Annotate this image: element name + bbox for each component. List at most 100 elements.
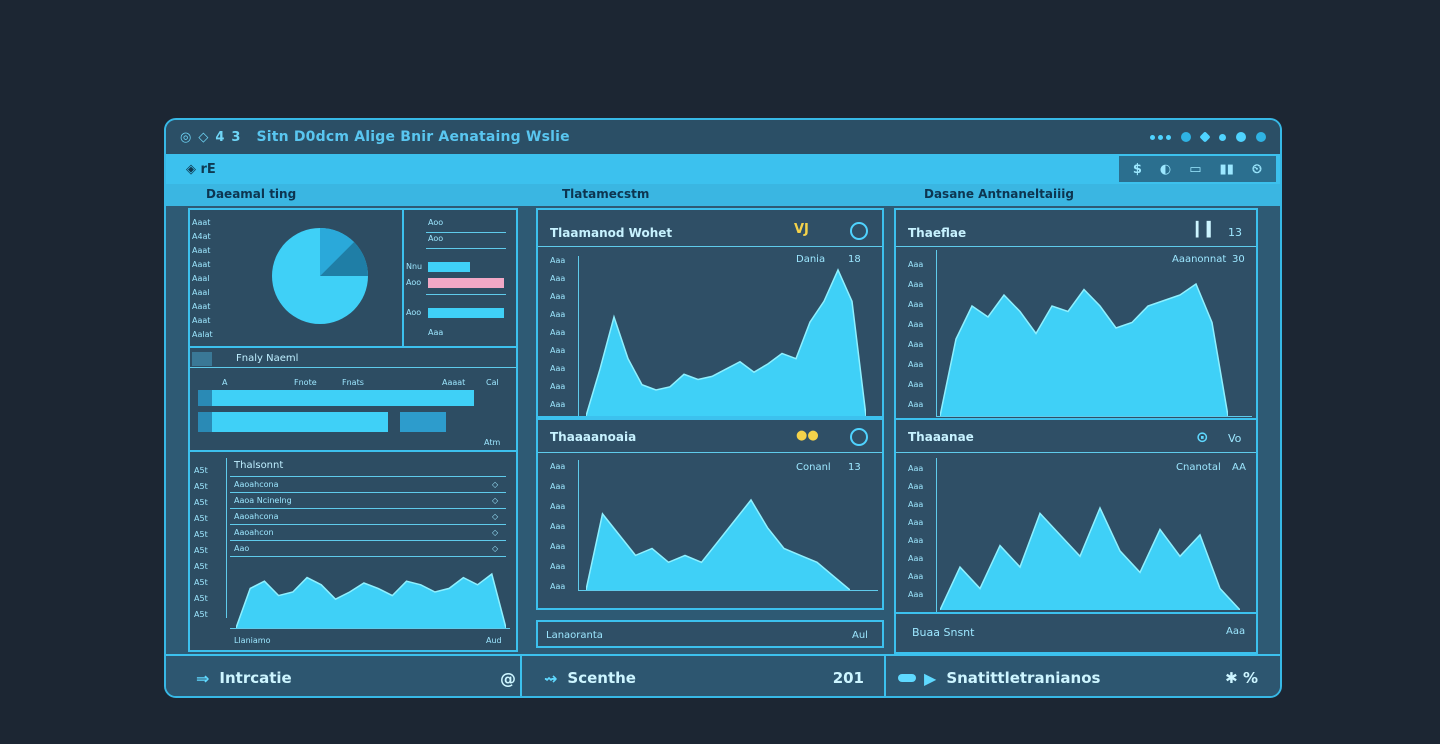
- row-divider: [230, 556, 506, 557]
- y-tick: Aaa: [550, 522, 566, 531]
- y-tick: Aaa: [908, 572, 924, 581]
- bar-label: Aoo: [428, 234, 444, 243]
- dashboard-window: ◎ ◇ 4 3 Sitn D0dcm Alige Bnir Aenataing …: [164, 118, 1282, 698]
- row-divider: [426, 232, 506, 233]
- table-row[interactable]: Aao: [234, 544, 250, 553]
- header-value: Vo: [1228, 432, 1242, 445]
- right-area-chart-2: [940, 506, 1240, 610]
- row-divider: [230, 492, 506, 493]
- y-tick: Aaa: [908, 464, 924, 473]
- table-axis: [226, 458, 227, 618]
- y-tick: A5t: [194, 610, 208, 619]
- bottom-seg-scenario[interactable]: ⇝ Scenthe 201: [544, 656, 864, 696]
- pie-chart: [272, 227, 369, 324]
- legend-item: Aalat: [192, 330, 213, 339]
- row-divider: [426, 248, 506, 249]
- pie-slice: [320, 227, 354, 276]
- bar-legend: Aoo Aoo Aaa Nnu Aoo Aoo: [404, 210, 516, 346]
- table-title: Thalsonnt: [234, 460, 284, 471]
- bottom-separator: [520, 656, 522, 696]
- circle-icon[interactable]: [1236, 132, 1246, 142]
- toolbar-icon-group: $ ◐ ▭ ▮▮ ⏲: [1118, 156, 1276, 182]
- bottom-separator: [884, 656, 886, 696]
- titlebar-number: 3: [231, 129, 241, 145]
- y-tick: Aaa: [908, 500, 924, 509]
- table-row[interactable]: Aaoa Ncinelng: [234, 496, 292, 505]
- row-action-icon[interactable]: ◇: [492, 480, 499, 489]
- table-row[interactable]: Aaoahcona: [234, 512, 279, 521]
- series-line: [586, 498, 850, 590]
- column-header: Cal: [486, 378, 499, 387]
- target-icon[interactable]: ⊙: [1196, 428, 1209, 446]
- y-tick: Aaa: [908, 280, 924, 289]
- column-header: Fnats: [342, 378, 364, 387]
- chart-icon[interactable]: ▮▮: [1219, 161, 1234, 177]
- chart-title: Thaaaanoaia: [550, 430, 637, 444]
- y-tick: A5t: [194, 562, 208, 571]
- circle-icon[interactable]: [1181, 132, 1191, 142]
- chart-badge[interactable]: VJ: [794, 222, 809, 237]
- more-dots-icon[interactable]: [1150, 134, 1171, 140]
- toolbar: ◈ rE $ ◐ ▭ ▮▮ ⏲: [166, 154, 1280, 184]
- scenario-value: 201: [832, 669, 864, 687]
- at-icon[interactable]: @: [500, 668, 516, 688]
- y-tick: Aaa: [550, 582, 566, 591]
- legend-label: Aaanonnat: [1172, 254, 1227, 265]
- y-tick: Aaa: [908, 536, 924, 545]
- legend-value: 30: [1232, 254, 1245, 265]
- legend-item: Aaal: [192, 274, 210, 283]
- chart-baseline: [230, 628, 510, 629]
- settings-percent-icon[interactable]: ✱ %: [1225, 669, 1258, 687]
- column-header: Fnote: [294, 378, 317, 387]
- titlebar-left-icons: ◎ ◇ 4 3: [180, 130, 240, 145]
- refresh-icon[interactable]: [850, 222, 868, 240]
- chart-title: Thaaanae: [908, 430, 974, 444]
- y-tick: A5t: [194, 514, 208, 523]
- middle-chart-panel-1: Tlaamanod Wohet VJ Dania 18 Aaa Aaa Aaa …: [536, 208, 884, 418]
- refresh-icon[interactable]: ◐: [1159, 161, 1172, 177]
- row-action-icon[interactable]: ◇: [492, 544, 499, 553]
- mid-bar-1: [198, 390, 474, 406]
- y-axis-line: [936, 458, 937, 612]
- row-action-icon[interactable]: ◇: [492, 496, 499, 505]
- legend-item: Aaat: [192, 246, 211, 255]
- dollar-icon[interactable]: $: [1132, 161, 1142, 177]
- y-tick: A5t: [194, 498, 208, 507]
- toolbar-logo[interactable]: ◈ rE: [186, 161, 216, 177]
- circle-icon[interactable]: [1219, 133, 1226, 141]
- legend-value: 13: [848, 462, 861, 473]
- clock-icon[interactable]: ⏲: [1251, 161, 1262, 177]
- circle-icon[interactable]: [1256, 132, 1266, 142]
- area-series: [940, 508, 1240, 610]
- y-tick: A5t: [194, 546, 208, 555]
- y-axis-ticks: Aaa Aaa Aaa Aaa Aaa Aaa Aaa Aaa Aaa: [550, 256, 580, 416]
- app-logo-icon[interactable]: ◎: [180, 129, 192, 145]
- diamond-icon[interactable]: [1199, 131, 1211, 143]
- series-line: [236, 572, 506, 628]
- toggle-icon[interactable]: [898, 674, 916, 682]
- mid-bar-2: [198, 412, 388, 432]
- chart-header-icon[interactable]: ▎▍: [1196, 222, 1218, 238]
- bottom-seg-statistics[interactable]: ▶ Snatittletranianos ✱ %: [898, 656, 1258, 696]
- table-row[interactable]: Aaoahcona: [234, 480, 279, 489]
- row-action-icon[interactable]: ◇: [492, 512, 499, 521]
- bottom-seg-interface[interactable]: ⇒ Intrcatie @: [196, 656, 516, 696]
- play-icon[interactable]: ▶: [924, 668, 937, 688]
- legend-value: AA: [1232, 462, 1246, 473]
- y-tick: A5t: [194, 482, 208, 491]
- y-tick: Aaa: [908, 340, 924, 349]
- y-tick: A5t: [194, 594, 208, 603]
- chart-badge[interactable]: ●●: [796, 428, 819, 443]
- table-row[interactable]: Aaoahcon: [234, 528, 274, 537]
- series-line: [940, 282, 1228, 416]
- info-icon[interactable]: [850, 428, 868, 446]
- middle-area-chart-1: [586, 268, 866, 416]
- middle-area-chart-2: [586, 498, 850, 590]
- y-tick: Aaa: [550, 292, 566, 301]
- window-icon[interactable]: ▭: [1189, 161, 1202, 177]
- settings-icon[interactable]: ◇: [198, 129, 209, 145]
- row-action-icon[interactable]: ◇: [492, 528, 499, 537]
- titlebar-right-controls: [1150, 131, 1266, 143]
- y-tick: Aaa: [550, 364, 566, 373]
- h-bar: [428, 262, 470, 272]
